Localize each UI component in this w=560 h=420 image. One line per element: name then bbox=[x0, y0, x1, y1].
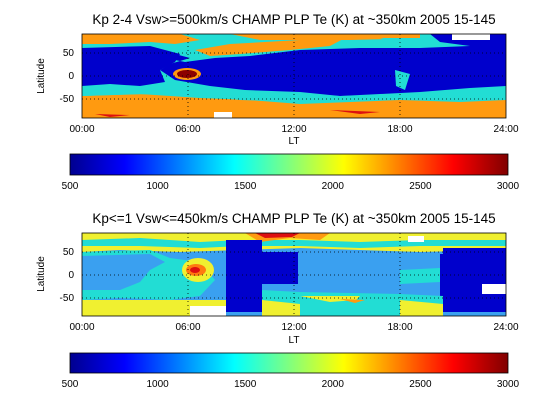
colorbar2-tick: 1000 bbox=[146, 379, 169, 390]
colorbar2-tick: 3000 bbox=[497, 379, 520, 390]
panel2-xtick: 12:00 bbox=[281, 322, 306, 333]
panel2-xlabel: LT bbox=[289, 335, 300, 346]
panel1-xlabel: LT bbox=[289, 136, 300, 147]
panel2-xtick: 06:00 bbox=[175, 322, 200, 333]
panel1-ytick: 50 bbox=[63, 48, 75, 59]
panel1-xtick: 06:00 bbox=[175, 124, 200, 135]
panel1-grid bbox=[82, 34, 506, 118]
panel1-ylabel: Latitude bbox=[36, 58, 47, 94]
colorbar1-ticks: 500 1000 1500 2000 2500 3000 bbox=[62, 181, 520, 192]
panel1-xtick: 00:00 bbox=[69, 124, 94, 135]
panel2-xtick: 24:00 bbox=[493, 322, 518, 333]
panel2-grid bbox=[82, 233, 506, 316]
panel2-heatmap bbox=[82, 233, 506, 316]
colorbar1-tick: 500 bbox=[62, 181, 79, 192]
panel1-yticks: 50 0 -50 bbox=[60, 48, 75, 105]
panel2-ytick: -50 bbox=[60, 293, 75, 304]
panel2-ytick: 50 bbox=[63, 247, 75, 258]
colorbar2-tick: 1500 bbox=[234, 379, 257, 390]
panel1-xtick: 12:00 bbox=[281, 124, 306, 135]
panel1-title: Kp 2-4 Vsw>=500km/s CHAMP PLP Te (K) at … bbox=[92, 12, 495, 27]
panel1-xticks: 00:00 06:00 12:00 18:00 24:00 bbox=[69, 124, 518, 135]
panel2-xtick: 00:00 bbox=[69, 322, 94, 333]
panel2-ytick: 0 bbox=[68, 270, 74, 281]
colorbar2-ticks: 500 1000 1500 2000 2500 3000 bbox=[62, 379, 520, 390]
panel2-xticks: 00:00 06:00 12:00 18:00 24:00 bbox=[69, 322, 518, 333]
panel1-ytick: 0 bbox=[68, 71, 74, 82]
colorbar2-tick: 2000 bbox=[322, 379, 345, 390]
panel2-ylabel: Latitude bbox=[36, 256, 47, 292]
panel2-yticks: 50 0 -50 bbox=[60, 247, 75, 304]
colorbar2 bbox=[69, 352, 509, 374]
colorbar2-tick: 2500 bbox=[409, 379, 432, 390]
panel1-xtick: 18:00 bbox=[387, 124, 412, 135]
colorbar1-tick: 2500 bbox=[409, 181, 432, 192]
colorbar1-tick: 1000 bbox=[146, 181, 169, 192]
panel2-title: Kp<=1 Vsw<=450km/s CHAMP PLP Te (K) at ~… bbox=[92, 211, 495, 226]
colorbar1-tick: 3000 bbox=[497, 181, 520, 192]
colorbar2-tick: 500 bbox=[62, 379, 79, 390]
panel1-xtick: 24:00 bbox=[493, 124, 518, 135]
panel2-xtick: 18:00 bbox=[387, 322, 412, 333]
colorbar1 bbox=[69, 153, 509, 176]
colorbar1-tick: 2000 bbox=[322, 181, 345, 192]
panel1-ytick: -50 bbox=[60, 94, 75, 105]
colorbar1-tick: 1500 bbox=[234, 181, 257, 192]
